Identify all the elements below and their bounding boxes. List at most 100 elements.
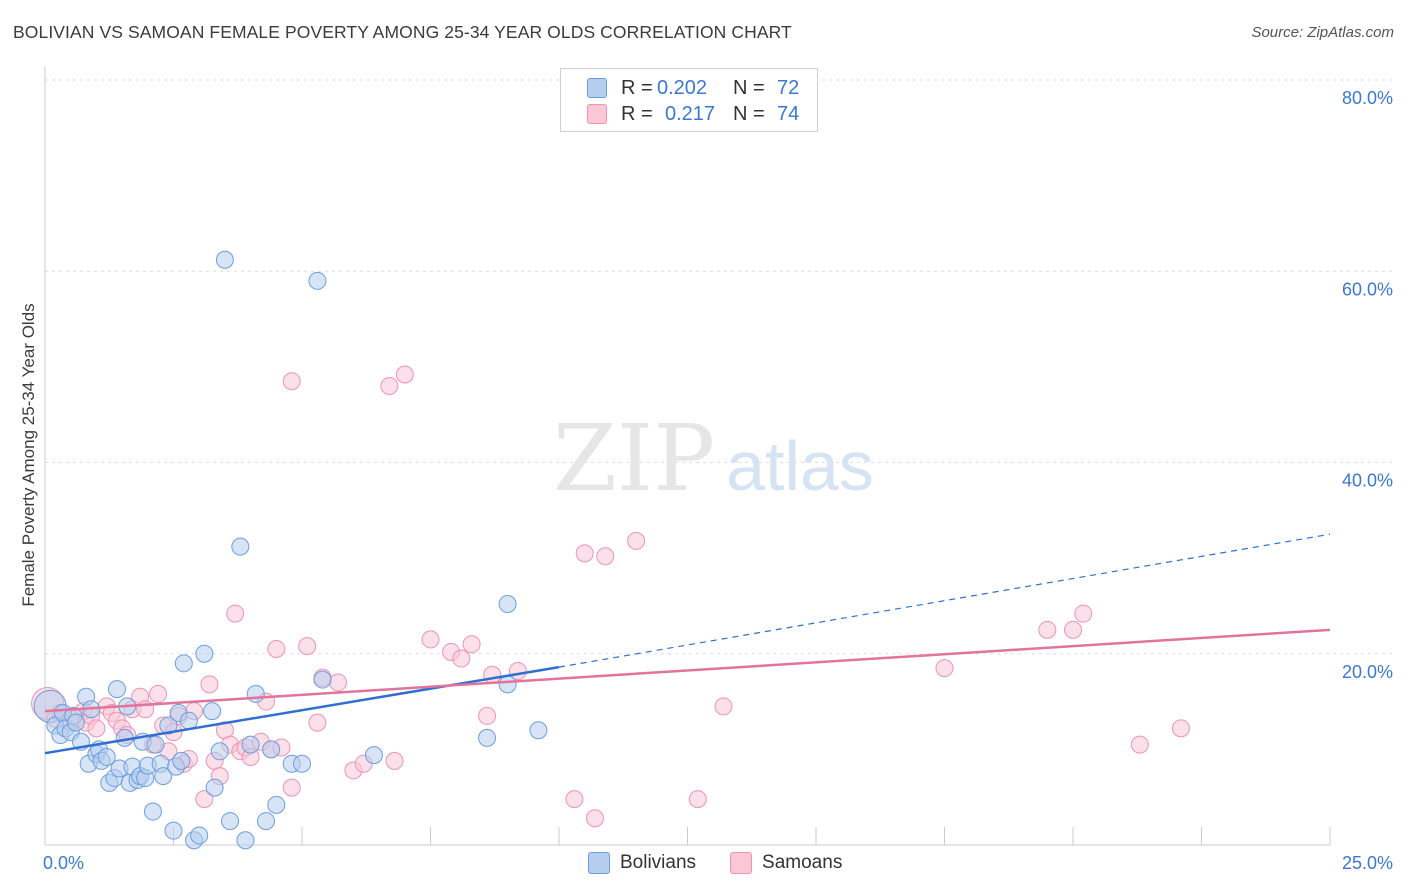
point-bolivians xyxy=(478,728,497,747)
legend-r-value: 0.217 xyxy=(665,102,716,125)
point-bolivians xyxy=(190,826,209,845)
y-tick-label: 60.0% xyxy=(1342,279,1393,299)
legend-label-samoans: Samoans xyxy=(762,852,843,873)
legend-swatch-samoans xyxy=(730,852,753,874)
point-bolivians xyxy=(267,795,286,814)
point-bolivians xyxy=(257,812,276,831)
legend-r-value: 0.202 xyxy=(657,76,708,99)
point-samoans xyxy=(462,635,481,654)
point-samoans xyxy=(478,706,497,725)
x-tick-label: 0.0% xyxy=(43,853,84,873)
point-samoans xyxy=(575,544,594,563)
point-bolivians xyxy=(308,271,327,290)
trend-line-bolivians xyxy=(44,665,560,755)
legend-row-samoans: R = 0.217 N = 74 xyxy=(587,103,799,125)
point-samoans xyxy=(298,637,317,656)
point-bolivians xyxy=(221,812,240,831)
source-credit: Source: ZipAtlas.com xyxy=(1251,24,1394,41)
point-bolivians xyxy=(498,675,517,694)
point-samoans xyxy=(195,790,214,809)
point-samoans xyxy=(1074,604,1093,623)
y-tick-label: 80.0% xyxy=(1342,88,1393,108)
legend-swatch-samoans xyxy=(587,104,607,124)
point-samoans xyxy=(714,697,733,716)
legend-swatch-bolivians xyxy=(587,78,607,98)
point-bolivians xyxy=(498,595,517,614)
point-bolivians xyxy=(66,713,85,732)
point-bolivians xyxy=(172,751,191,770)
point-samoans xyxy=(1171,719,1190,738)
point-samoans xyxy=(395,365,414,384)
point-bolivians xyxy=(159,716,178,735)
point-samoans xyxy=(149,684,168,703)
point-samoans xyxy=(267,639,286,658)
point-bolivians xyxy=(107,680,126,699)
point-samoans xyxy=(688,790,707,809)
point-bolivians xyxy=(529,721,548,740)
chart-title: BOLIVIAN VS SAMOAN FEMALE POVERTY AMONG … xyxy=(13,22,792,42)
grid-lines xyxy=(45,79,1395,655)
point-bolivians xyxy=(236,831,255,850)
point-samoans xyxy=(1038,620,1057,639)
point-bolivians xyxy=(195,644,214,663)
point-samoans xyxy=(308,713,327,732)
point-samoans xyxy=(421,630,440,649)
watermark-zip: ZIP xyxy=(553,405,715,512)
legend-swatch-bolivians xyxy=(588,852,610,874)
point-bolivians xyxy=(146,735,165,754)
point-samoans xyxy=(380,377,399,395)
point-samoans xyxy=(565,790,584,809)
point-samoans xyxy=(627,531,646,550)
y-axis-label: Female Poverty Among 25-34 Year Olds xyxy=(19,303,38,606)
point-samoans xyxy=(1130,735,1149,754)
legend-r-label: R = xyxy=(621,102,653,125)
legend-n-value: 74 xyxy=(777,102,800,125)
trend-extension-bolivians xyxy=(558,533,1331,668)
point-bolivians xyxy=(262,740,281,759)
legend-row-bolivians: R = 0.202 N = 72 xyxy=(587,77,799,99)
point-bolivians xyxy=(164,821,183,840)
data-points xyxy=(31,250,1190,850)
legend-n-label: N = xyxy=(733,76,765,99)
point-bolivians xyxy=(210,742,229,761)
y-tick-label: 20.0% xyxy=(1342,662,1393,682)
point-bolivians xyxy=(143,802,162,821)
point-bolivians xyxy=(364,746,383,765)
point-bolivians xyxy=(174,654,193,673)
legend-item-bolivians: Bolivians xyxy=(588,852,696,874)
point-samoans xyxy=(483,665,502,684)
point-samoans xyxy=(226,604,245,623)
axes xyxy=(44,66,1331,846)
series-legend: Bolivians Samoans xyxy=(588,852,876,874)
point-samoans xyxy=(87,719,106,738)
point-bolivians xyxy=(179,711,198,730)
point-samoans xyxy=(282,778,301,797)
trend-line-samoans xyxy=(44,628,1331,713)
point-bolivians xyxy=(203,702,222,721)
point-samoans xyxy=(1064,620,1082,639)
point-bolivians xyxy=(241,735,260,754)
point-bolivians xyxy=(154,767,173,786)
point-bolivians xyxy=(231,537,250,556)
legend-r-label: R = xyxy=(621,76,653,99)
point-samoans xyxy=(935,659,954,678)
point-bolivians xyxy=(246,684,265,703)
point-bolivians xyxy=(313,670,332,689)
point-bolivians xyxy=(215,250,234,269)
tick-labels: 20.0% 40.0% 60.0% 80.0% 0.0% 25.0% xyxy=(43,88,1393,873)
point-samoans xyxy=(385,751,404,770)
point-samoans xyxy=(328,673,347,692)
y-tick-label: 40.0% xyxy=(1342,471,1393,491)
watermark-atlas: atlas xyxy=(726,427,874,505)
watermark: ZIP atlas xyxy=(553,405,874,512)
point-bolivians xyxy=(293,754,311,773)
point-samoans xyxy=(585,809,604,828)
point-bolivians xyxy=(97,748,116,767)
legend-n-label: N = xyxy=(733,102,765,125)
correlation-legend: R = 0.202 N = 72 R = 0.217 N = 74 xyxy=(560,68,818,132)
legend-label-bolivians: Bolivians xyxy=(620,852,697,873)
point-bolivians xyxy=(205,778,224,797)
trend-lines xyxy=(44,533,1331,755)
point-samoans xyxy=(452,649,471,668)
